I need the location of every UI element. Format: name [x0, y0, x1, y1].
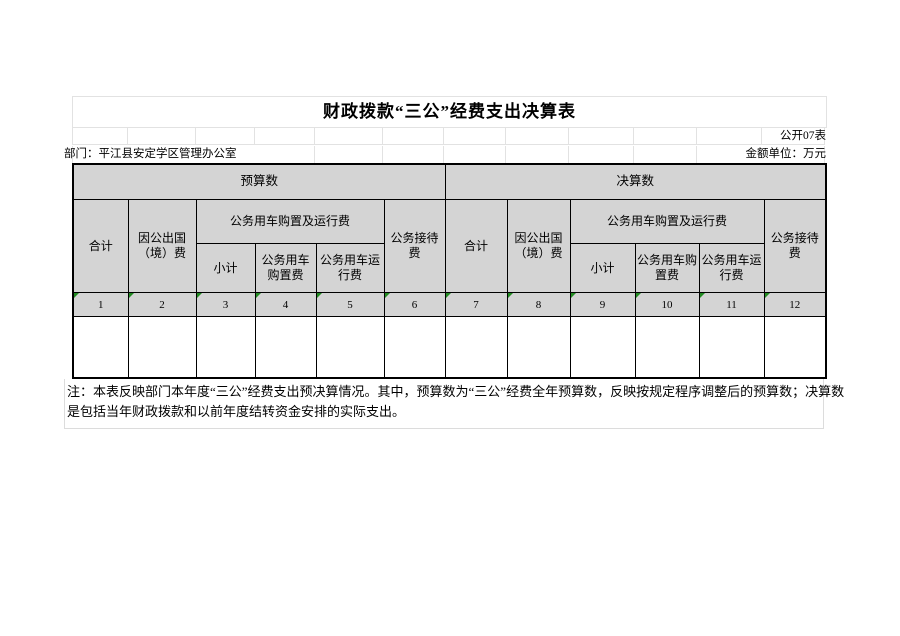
- column-number: 12: [789, 298, 801, 311]
- column-number: 8: [535, 298, 542, 311]
- gridline-cell: [506, 127, 569, 144]
- column-number-cell[interactable]: 7: [444, 292, 508, 317]
- column-number: 6: [411, 298, 418, 311]
- gridline-cell: [634, 146, 698, 163]
- data-cell[interactable]: [444, 316, 508, 379]
- data-cell[interactable]: [698, 316, 765, 379]
- header-vehicle-operation-budget: 公务用车运行费: [315, 243, 385, 293]
- header-total-final: 合计: [444, 199, 508, 293]
- three-public-expense-table: 预算数 决算数 合计 因公出国（境）费 公务用车购置及运行费 公务接待费 合计 …: [72, 163, 827, 379]
- data-cell[interactable]: [383, 316, 446, 379]
- gridline-cell: [444, 146, 506, 163]
- header-vehicle-purchase-budget: 公务用车购置费: [254, 243, 317, 293]
- column-number-cell[interactable]: 9: [569, 292, 636, 317]
- gridline-cell: [634, 127, 698, 144]
- page-title: 财政拨款“三公”经费支出决算表: [72, 96, 827, 128]
- column-number: 5: [347, 298, 353, 311]
- gridline-cell: [315, 146, 384, 163]
- data-cell[interactable]: [254, 316, 317, 379]
- error-indicator-icon: [74, 293, 79, 298]
- gridline-cell: [383, 127, 445, 144]
- data-cell[interactable]: [506, 316, 571, 379]
- header-total-budget: 合计: [72, 199, 129, 293]
- gridline-cell: [315, 127, 384, 144]
- footnote-line-2: 是包括当年财政拨款和以前年度结转资金安排的实际支出。: [67, 404, 406, 419]
- gridline-cell: [255, 146, 316, 163]
- unit-label: 金额单位：万元: [745, 148, 827, 160]
- column-number-cell[interactable]: 6: [383, 292, 446, 317]
- header-vehicle-group-final: 公务用车购置及运行费: [569, 199, 765, 244]
- gridline-cell: [255, 127, 316, 144]
- sheet-number-label: 公开07表: [780, 130, 826, 142]
- column-number: 1: [98, 298, 104, 311]
- header-vehicle-purchase-final: 公务用车购置费: [634, 243, 700, 293]
- header-budget-section: 预算数: [72, 163, 446, 200]
- error-indicator-icon: [446, 293, 451, 298]
- error-indicator-icon: [636, 293, 641, 298]
- gridline-cell: [569, 127, 634, 144]
- gridline-cell: [73, 127, 128, 144]
- column-number-cell[interactable]: 12: [763, 292, 827, 317]
- gridline-cell: [196, 127, 255, 144]
- error-indicator-icon: [385, 293, 390, 298]
- column-number-cell[interactable]: 10: [634, 292, 700, 317]
- gridline-cell: [697, 127, 763, 144]
- gridline-cell: [506, 146, 569, 163]
- data-cell[interactable]: [634, 316, 700, 379]
- error-indicator-icon: [700, 293, 705, 298]
- footnote: 注：本表反映部门本年度“三公”经费支出预决算情况。其中，预算数为“三公”经费全年…: [64, 379, 845, 429]
- department-label: 部门：平江县安定学区管理办公室: [64, 148, 237, 160]
- header-abroad-final: 因公出国（境）费: [506, 199, 571, 293]
- column-number: 9: [599, 298, 606, 311]
- data-cell[interactable]: [127, 316, 197, 379]
- gridline-cell: [128, 127, 196, 144]
- data-cell[interactable]: [195, 316, 256, 379]
- data-cell[interactable]: [72, 316, 129, 379]
- column-number: 11: [726, 298, 737, 311]
- header-subtotal-budget: 小计: [195, 243, 256, 293]
- column-number-cell[interactable]: 2: [127, 292, 197, 317]
- error-indicator-icon: [571, 293, 576, 298]
- column-number-cell[interactable]: 5: [315, 292, 385, 317]
- header-reception-final: 公务接待费: [763, 199, 827, 293]
- gridline-cell: [383, 146, 445, 163]
- column-number: 3: [222, 298, 229, 311]
- column-number-cell[interactable]: 11: [698, 292, 765, 317]
- gridline-cell: [569, 146, 634, 163]
- data-cell[interactable]: [569, 316, 636, 379]
- column-number: 7: [473, 298, 479, 311]
- header-abroad-budget: 因公出国（境）费: [127, 199, 197, 293]
- column-number-cell[interactable]: 4: [254, 292, 317, 317]
- header-reception-budget: 公务接待费: [383, 199, 446, 293]
- data-cell[interactable]: [315, 316, 385, 379]
- column-number: 4: [282, 298, 289, 311]
- error-indicator-icon: [508, 293, 513, 298]
- header-final-section: 决算数: [444, 163, 827, 200]
- column-number: 10: [661, 298, 673, 311]
- column-number-cell[interactable]: 3: [195, 292, 256, 317]
- error-indicator-icon: [317, 293, 322, 298]
- column-number-cell[interactable]: 1: [72, 292, 129, 317]
- data-cell[interactable]: [763, 316, 827, 379]
- error-indicator-icon: [765, 293, 770, 298]
- header-vehicle-operation-final: 公务用车运行费: [698, 243, 765, 293]
- error-indicator-icon: [197, 293, 202, 298]
- error-indicator-icon: [129, 293, 134, 298]
- error-indicator-icon: [256, 293, 261, 298]
- footnote-line-1: 注：本表反映部门本年度“三公”经费支出预决算情况。其中，预算数为“三公”经费全年…: [67, 384, 845, 399]
- header-vehicle-group-budget: 公务用车购置及运行费: [195, 199, 385, 244]
- gridline-cell: [444, 127, 506, 144]
- header-subtotal-final: 小计: [569, 243, 636, 293]
- column-number-cell[interactable]: 8: [506, 292, 571, 317]
- meta-row-gridlines-1: [72, 127, 825, 145]
- meta-row-gridlines-2: [72, 146, 825, 163]
- column-number: 2: [159, 298, 165, 311]
